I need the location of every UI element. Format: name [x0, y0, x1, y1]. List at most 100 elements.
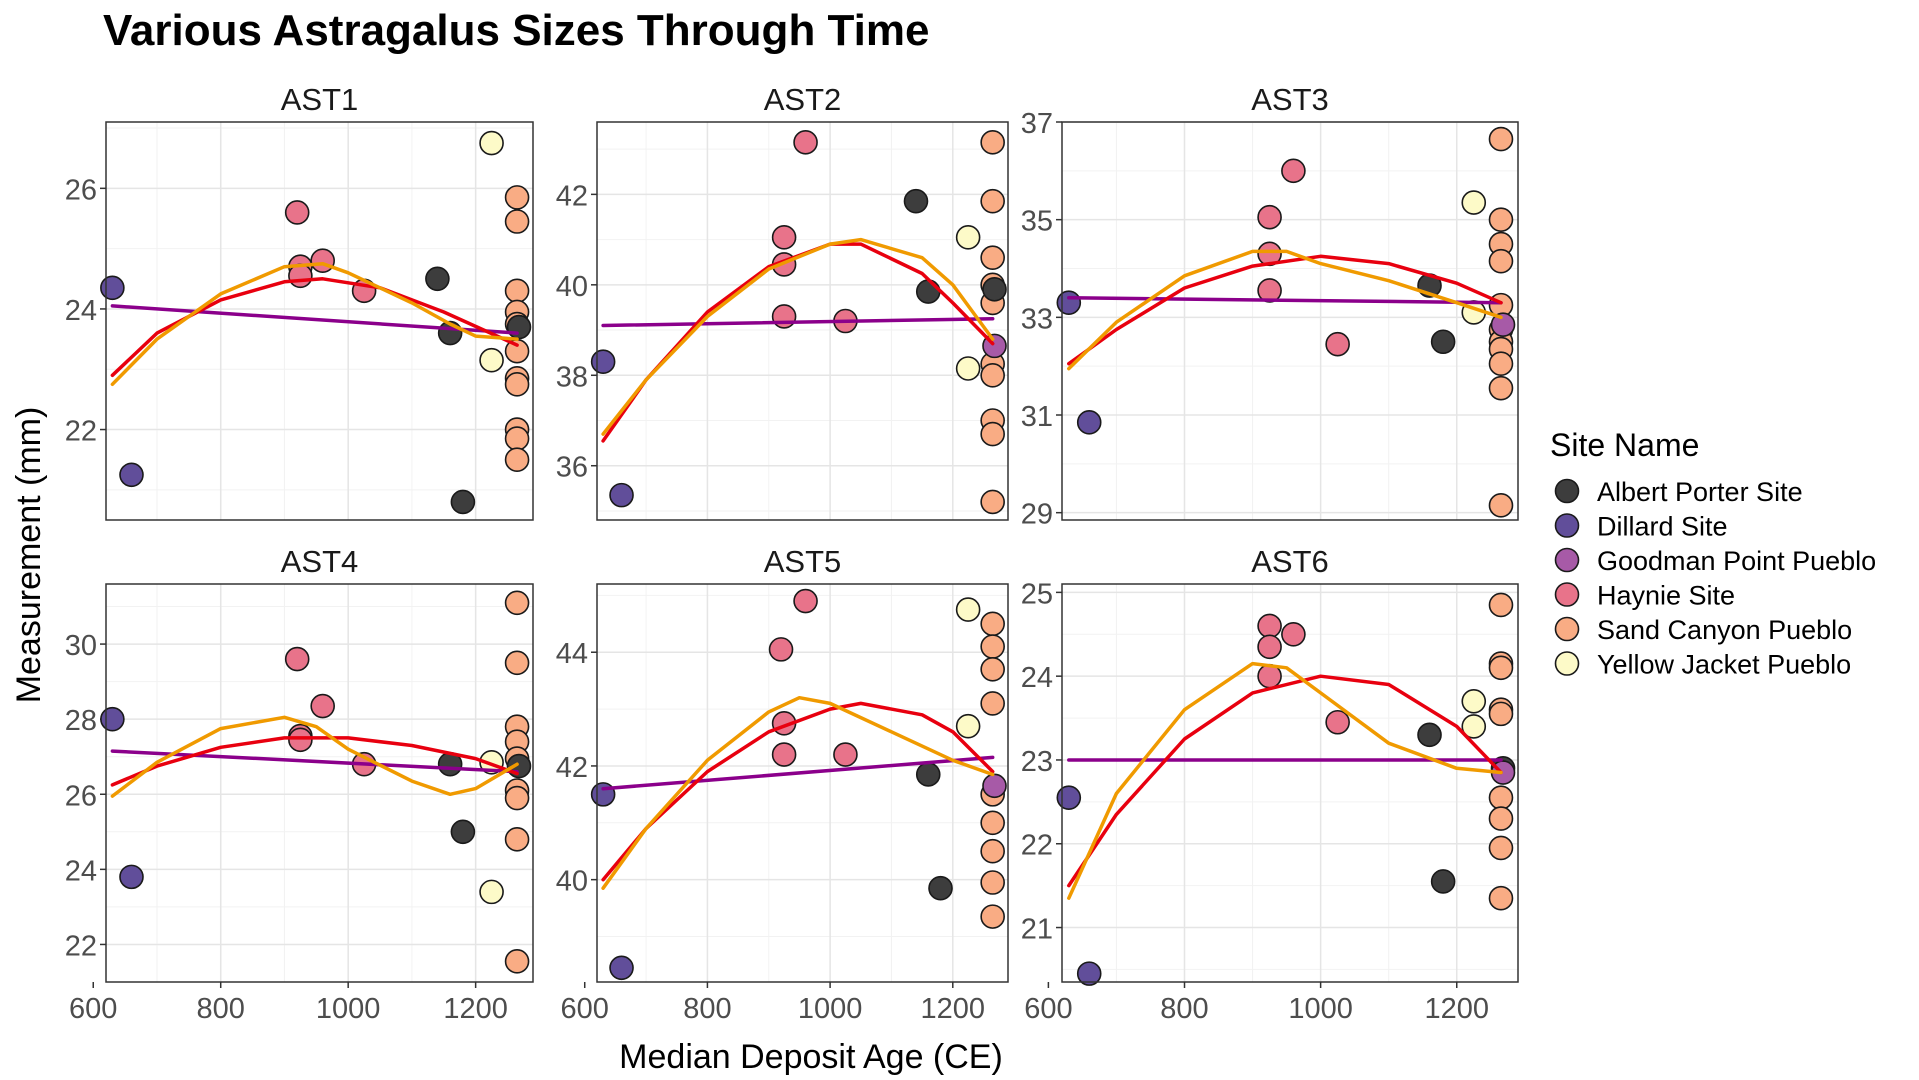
y-tick-label: 22: [65, 930, 97, 962]
quadratic-fit-line: [601, 701, 995, 882]
data-point: [1417, 722, 1442, 748]
data-point: [100, 275, 125, 301]
y-tick-label: 37: [1021, 108, 1053, 140]
data-point: [771, 304, 797, 329]
data-point: [1488, 207, 1514, 232]
linear-fit-line: [1067, 296, 1503, 305]
x-tick-label: 1000: [1288, 993, 1353, 1025]
data-point: [1461, 190, 1487, 215]
data-point: [425, 266, 450, 292]
data-point: [450, 819, 476, 845]
x-tick-label: 1200: [921, 993, 986, 1025]
data-point: [771, 742, 797, 767]
data-point: [928, 875, 953, 901]
panel-background: [1062, 122, 1518, 520]
data-point: [982, 277, 1007, 302]
loess-fit-line: [601, 237, 995, 436]
y-tick-label: 31: [1021, 401, 1053, 433]
data-point: [1461, 714, 1487, 739]
data-point: [980, 611, 1005, 637]
legend-label: Sand Canyon Pueblo: [1597, 615, 1852, 645]
data-point: [100, 706, 125, 732]
data-point: [284, 200, 310, 225]
legend-label: Haynie Site: [1597, 581, 1735, 611]
data-point: [955, 597, 981, 622]
data-point: [1488, 885, 1514, 911]
data-point: [915, 762, 941, 787]
data-point: [310, 248, 335, 273]
y-tick-label: 40: [556, 866, 588, 898]
quadratic-fit-line: [110, 277, 519, 378]
panel-ast4: AST4 22 24 26 28 30 600 800 1000 1200: [65, 544, 534, 1025]
x-tick-label: 1200: [443, 993, 508, 1025]
data-point: [1430, 329, 1456, 355]
data-point: [1488, 592, 1514, 618]
data-point: [980, 245, 1005, 270]
chart-title: Various Astragalus Sizes Through Time: [103, 6, 929, 55]
panel-border: [596, 121, 1009, 521]
y-tick-label: 38: [556, 361, 588, 393]
data-point: [504, 827, 530, 852]
linear-fit-line: [110, 749, 519, 774]
data-point: [980, 810, 1005, 836]
legend-key: [1554, 582, 1580, 607]
data-point: [1257, 613, 1282, 639]
data-point: [1257, 278, 1282, 303]
x-tick-label: 600: [69, 993, 117, 1025]
y-tick-label: 22: [65, 416, 97, 448]
data-point: [310, 693, 335, 719]
linear-fit-line: [110, 304, 519, 335]
y-tick-label: 26: [65, 780, 97, 812]
panel-background: [1062, 584, 1518, 982]
y-tick-label: 42: [556, 180, 588, 212]
loess-fit-line: [1067, 661, 1503, 900]
data-point: [504, 785, 530, 811]
panel-ast2: AST2 36 38 40 42: [556, 82, 1009, 521]
data-point: [955, 713, 981, 739]
data-point: [479, 130, 504, 156]
legend-title: Site Name: [1550, 427, 1699, 463]
data-point: [1488, 701, 1514, 727]
y-tick-label: 24: [1021, 662, 1053, 694]
y-tick-label: 28: [65, 705, 97, 737]
data-point: [1488, 375, 1514, 401]
loess-fit-line: [601, 695, 995, 890]
loess-fit-line: [110, 715, 519, 798]
panel-border: [105, 583, 534, 983]
data-point: [1281, 621, 1306, 647]
panel-ast6: AST6 21 22 23 24 25 600 800 1000 1200: [1021, 544, 1519, 1025]
legend-label: Yellow Jacket Pueblo: [1597, 650, 1851, 680]
data-point: [506, 314, 532, 340]
y-tick-label: 24: [65, 295, 97, 327]
x-axis-label: Median Deposit Age (CE): [619, 1038, 1003, 1076]
linear-fit-line: [601, 316, 995, 328]
data-point: [903, 188, 929, 214]
x-tick-label: 1000: [798, 993, 863, 1025]
data-point: [1488, 806, 1514, 831]
data-point: [1488, 493, 1514, 518]
y-tick-label: 24: [65, 855, 97, 887]
y-tick-label: 29: [1021, 499, 1053, 531]
quadratic-fit-line: [110, 736, 519, 787]
data-point: [1488, 126, 1514, 152]
data-point: [609, 955, 634, 981]
data-point: [609, 482, 634, 508]
data-point: [1281, 158, 1306, 184]
data-point: [980, 870, 1005, 895]
quadratic-fit-line: [1067, 254, 1503, 366]
legend-key: [1554, 513, 1580, 538]
data-point: [980, 130, 1005, 155]
data-point: [504, 278, 530, 304]
data-point: [1325, 331, 1350, 357]
data-point: [793, 588, 818, 614]
y-tick-label: 21: [1021, 914, 1053, 946]
linear-fit-line: [601, 755, 995, 791]
data-point: [833, 742, 858, 767]
legend-key: [1554, 478, 1580, 504]
panel-background: [106, 584, 533, 982]
panel-ast5: AST5 40 42 44 600 800 1000 1200: [556, 544, 1009, 1025]
data-point: [450, 489, 476, 515]
data-point: [980, 904, 1005, 929]
x-tick-label: 600: [1024, 993, 1072, 1025]
